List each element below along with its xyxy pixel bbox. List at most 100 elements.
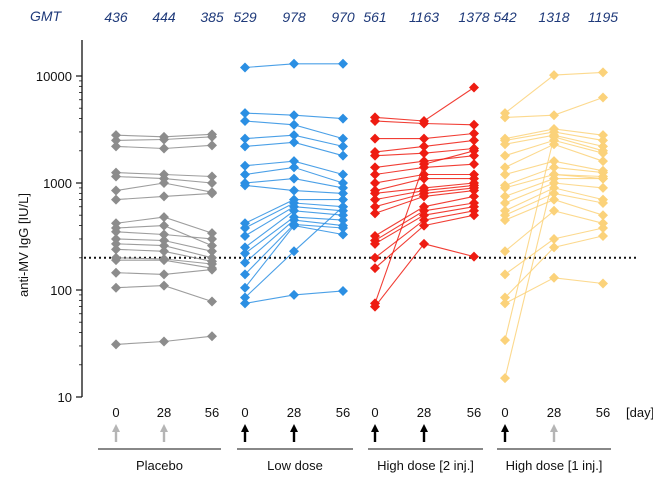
data-point — [469, 159, 479, 170]
data-point — [338, 222, 348, 233]
data-point — [338, 141, 348, 152]
data-point — [370, 194, 380, 205]
data-point — [207, 171, 217, 182]
data-point — [207, 264, 217, 275]
data-point — [289, 130, 299, 141]
data-point — [240, 180, 250, 191]
data-point — [289, 246, 299, 257]
day-label: 28 — [417, 405, 431, 420]
data-point — [240, 230, 250, 241]
data-point — [111, 194, 121, 205]
day-label: 28 — [287, 405, 301, 420]
data-point — [370, 162, 380, 173]
data-point — [549, 110, 559, 121]
data-point — [370, 208, 380, 219]
data-point — [500, 246, 510, 257]
data-point — [500, 335, 510, 346]
data-point — [549, 182, 559, 193]
data-point — [289, 289, 299, 300]
data-point — [598, 135, 608, 146]
data-point — [370, 178, 380, 188]
data-point — [598, 198, 608, 209]
data-point — [207, 296, 217, 307]
data-point — [207, 240, 217, 251]
data-point — [111, 171, 121, 182]
data-point — [419, 215, 429, 226]
data-point — [598, 210, 608, 221]
gmt-value: 1195 — [588, 9, 618, 25]
data-point — [289, 119, 299, 130]
data-point — [549, 194, 559, 205]
group-label: High dose [1 inj.] — [506, 458, 603, 473]
day-label: 0 — [501, 405, 508, 420]
data-point — [338, 133, 348, 144]
data-point — [469, 128, 479, 139]
day-label: 56 — [336, 405, 350, 420]
data-point — [598, 182, 608, 193]
data-point — [370, 169, 380, 180]
subject-line — [244, 224, 344, 289]
data-point — [338, 285, 348, 296]
data-point — [549, 188, 559, 199]
subject-line — [374, 87, 475, 122]
data-point — [338, 169, 348, 180]
groups: 436 0 444 28 385 56 Placebo 529 0 978 28 970 56 Low d… — [98, 9, 618, 473]
data-point — [469, 145, 479, 156]
data-point — [500, 269, 510, 280]
data-point — [111, 185, 121, 196]
day-label: 0 — [371, 405, 378, 420]
data-point — [338, 201, 348, 212]
data-point — [370, 188, 380, 199]
vaccination-arrow-head — [241, 424, 249, 432]
data-point — [338, 188, 348, 199]
data-point — [549, 169, 559, 180]
data-point — [598, 130, 608, 141]
group-label: Low dose — [267, 458, 323, 473]
data-point — [240, 248, 250, 259]
data-point — [500, 139, 510, 150]
data-point — [159, 240, 169, 251]
gmt-value: 561 — [363, 9, 386, 25]
data-point — [370, 238, 380, 249]
group-4: 542 0 1318 28 1195 56 High dose [1 inj.] — [493, 9, 618, 473]
data-point — [111, 282, 121, 293]
data-point — [469, 119, 479, 130]
data-point — [207, 188, 217, 199]
data-point — [500, 162, 510, 173]
data-point — [419, 238, 429, 249]
data-point — [240, 292, 250, 303]
data-point — [500, 182, 510, 193]
day-label: 28 — [547, 405, 561, 420]
x-unit-label: [day] — [626, 405, 653, 420]
gmt-value: 1163 — [409, 9, 439, 25]
data-point — [370, 252, 380, 263]
data-point — [598, 230, 608, 241]
data-point — [207, 140, 217, 151]
data-point — [111, 130, 121, 141]
data-point — [549, 131, 559, 142]
data-point — [240, 269, 250, 280]
vaccination-arrow-head — [290, 424, 298, 432]
data-point — [289, 205, 299, 216]
data-point — [240, 62, 250, 73]
data-point — [370, 263, 380, 274]
data-point — [289, 156, 299, 167]
data-point — [549, 242, 559, 253]
day-label: 0 — [112, 405, 119, 420]
data-point — [159, 229, 169, 240]
data-point — [500, 215, 510, 226]
data-point — [419, 220, 429, 231]
data-point — [338, 194, 348, 205]
data-point — [419, 141, 429, 152]
data-point — [159, 269, 169, 280]
y-axis-label: anti-MV IgG [IU/L] — [16, 193, 31, 297]
data-point — [240, 160, 250, 171]
gmt-value: 970 — [331, 9, 355, 25]
data-point — [419, 173, 429, 184]
day-label: 56 — [467, 405, 481, 420]
data-point — [159, 246, 169, 257]
data-point — [549, 272, 559, 283]
data-point — [338, 113, 348, 124]
data-point — [469, 251, 479, 262]
